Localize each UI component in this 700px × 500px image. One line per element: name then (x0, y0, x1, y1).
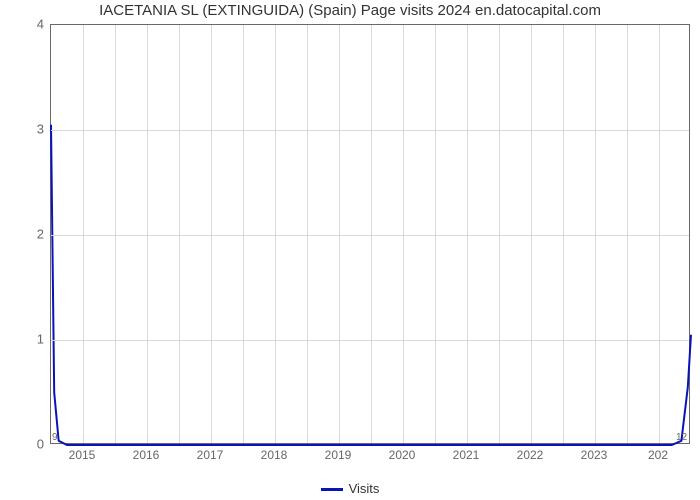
y-tick-label: 1 (0, 332, 44, 347)
right-end-small-label: 12 (676, 432, 687, 443)
x-axis-legend: Visits (0, 481, 700, 496)
chart-title: IACETANIA SL (EXTINGUIDA) (Spain) Page v… (0, 2, 700, 19)
y-tick-label: 0 (0, 437, 44, 452)
x-tick-label: 2020 (389, 448, 416, 462)
x-tick-label: 2019 (325, 448, 352, 462)
x-tick-label: 2023 (581, 448, 608, 462)
x-tick-label: 2017 (197, 448, 224, 462)
y-tick-label: 4 (0, 17, 44, 32)
x-tick-label: 2015 (69, 448, 96, 462)
legend-swatch (321, 488, 343, 491)
legend-label: Visits (349, 481, 380, 496)
plot-area (50, 24, 690, 444)
visits-line-chart: IACETANIA SL (EXTINGUIDA) (Spain) Page v… (0, 0, 700, 500)
x-tick-label: 2022 (517, 448, 544, 462)
x-tick-label: 2018 (261, 448, 288, 462)
x-tick-label: 202 (648, 448, 668, 462)
x-tick-label: 2016 (133, 448, 160, 462)
left-end-small-label: 9 (52, 432, 58, 443)
x-tick-label: 2021 (453, 448, 480, 462)
y-tick-label: 3 (0, 122, 44, 137)
y-tick-label: 2 (0, 227, 44, 242)
